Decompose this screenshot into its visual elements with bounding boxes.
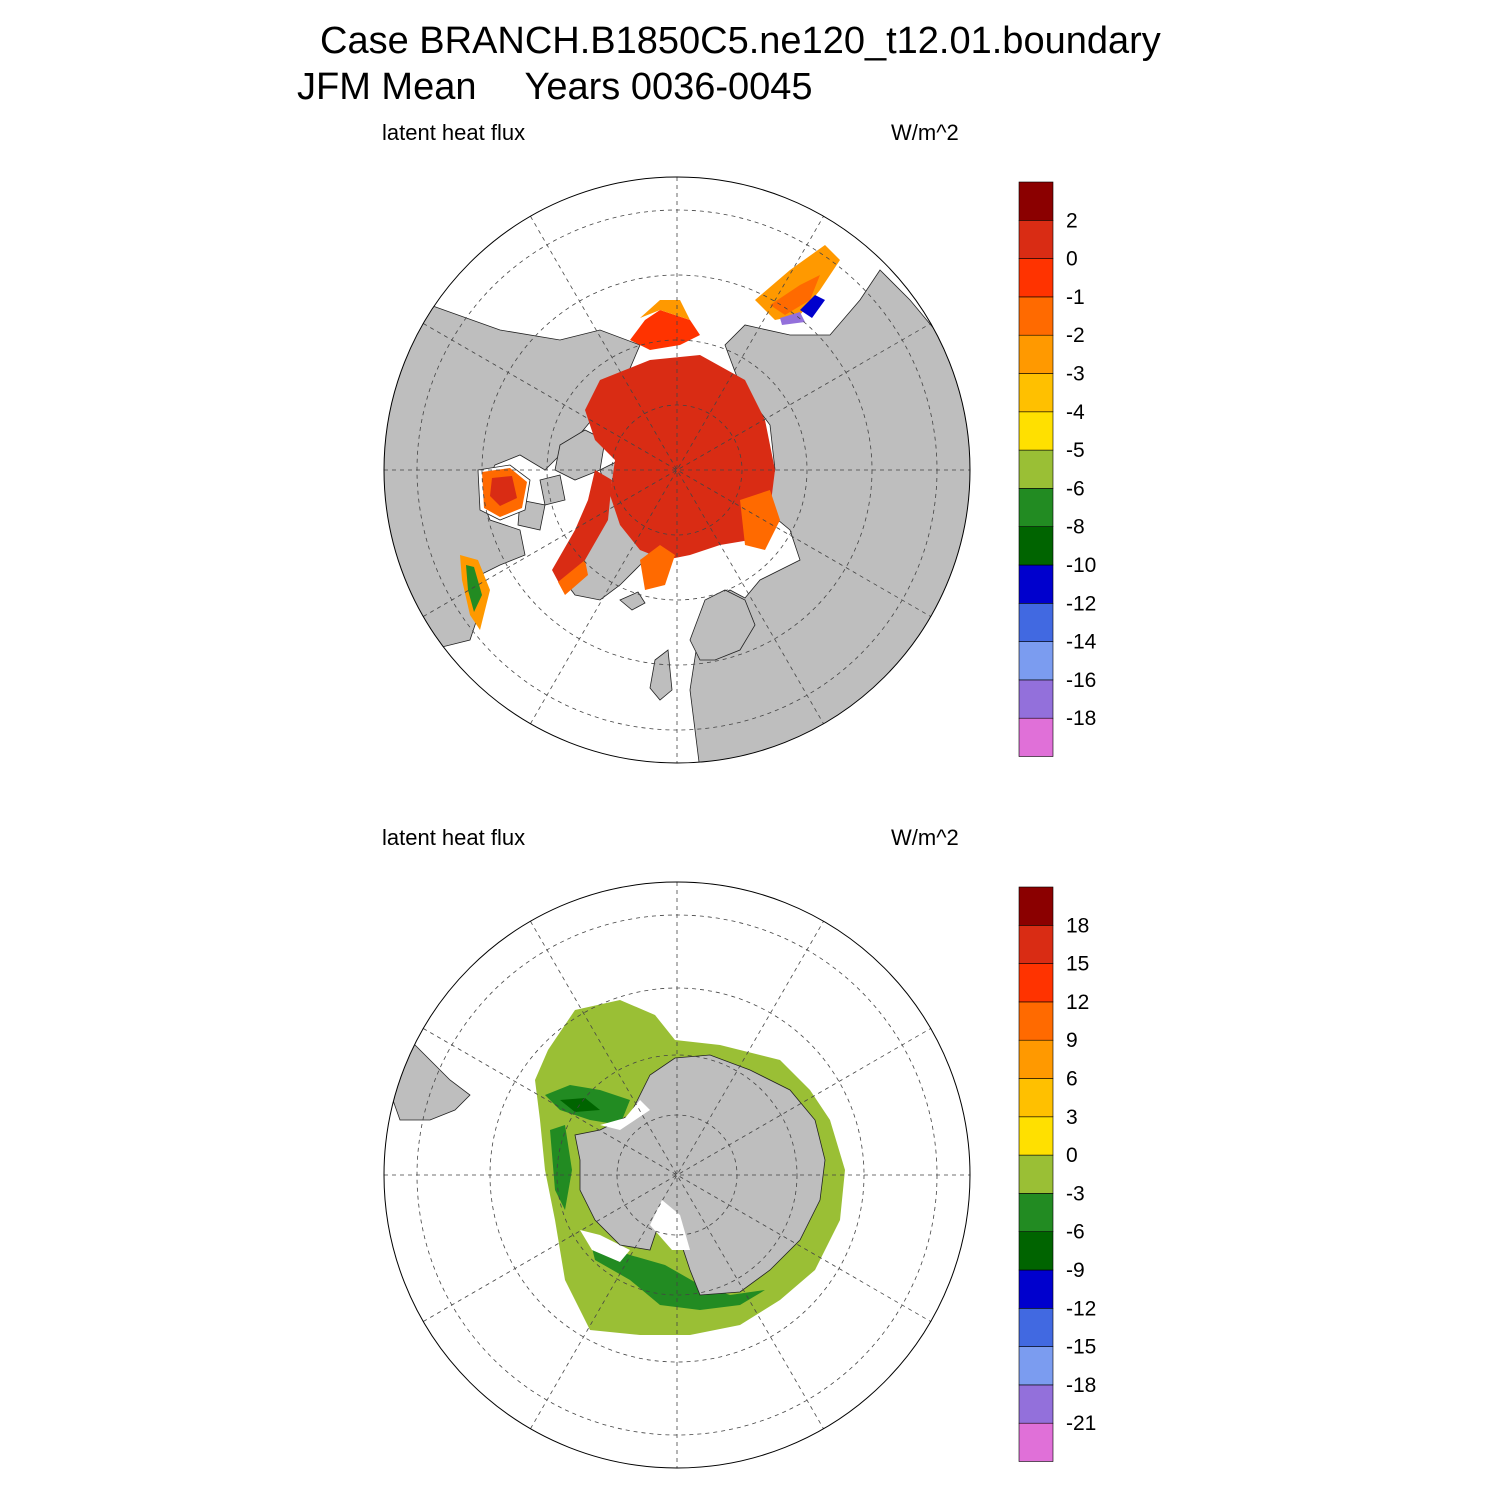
north-colorbar-tick-label: -3	[1066, 363, 1085, 386]
panel2-units-label: W/m^2	[891, 825, 959, 850]
north-colorbar-tick-label: -16	[1066, 669, 1096, 692]
season-label: JFM Mean	[297, 66, 477, 108]
south-colorbar-tick-label: 12	[1066, 991, 1089, 1014]
north-graticule	[384, 177, 970, 763]
south-map-border	[383, 881, 971, 1469]
south-colorbar-tick-label: 18	[1066, 914, 1089, 937]
south-colorbar-swatch	[1018, 1384, 1054, 1424]
panel1-units-label: W/m^2	[891, 120, 959, 145]
south-colorbar-swatch	[1018, 1308, 1054, 1347]
south-colorbar-tick-label: 9	[1066, 1029, 1078, 1052]
south-colorbar-swatch	[1018, 1422, 1054, 1462]
south-colorbar-tick-label: 0	[1066, 1144, 1078, 1167]
south-colorbar-swatch	[1018, 1116, 1054, 1156]
south-colorbar-tick-label: -15	[1066, 1336, 1096, 1359]
south-colorbar-swatch	[1018, 1346, 1054, 1386]
north-colorbar-swatch	[1018, 717, 1054, 757]
south-colorbar-tick-label: -18	[1066, 1374, 1096, 1397]
north-colorbar-tick-label: -12	[1066, 592, 1096, 615]
north-colorbar-swatch	[1018, 373, 1054, 413]
north-colorbar-swatch	[1018, 488, 1054, 527]
north-polar-map	[383, 176, 971, 764]
north-colorbar-swatch	[1018, 449, 1054, 489]
north-colorbar-swatch	[1018, 334, 1054, 374]
north-map-border	[383, 176, 971, 764]
south-colorbar-swatch	[1018, 1269, 1054, 1309]
panel2-variable-label: latent heat flux	[382, 825, 526, 850]
north-colorbar-tick-label: -4	[1066, 401, 1085, 424]
south-colorbar-swatch	[1018, 886, 1054, 926]
north-colorbar-tick-label: 2	[1066, 209, 1078, 232]
north-colorbar-tick-label: -1	[1066, 286, 1085, 309]
south-colorbar-swatch	[1018, 1231, 1054, 1271]
south-colorbar-swatch	[1018, 1078, 1054, 1118]
north-colorbar-swatch	[1018, 526, 1054, 566]
north-colorbar-tick-label: -8	[1066, 516, 1085, 539]
south-colorbar-tick-label: 6	[1066, 1068, 1078, 1091]
south-colorbar-swatch	[1018, 1154, 1054, 1194]
south-colorbar-tick-label: 3	[1066, 1106, 1078, 1129]
colorbar-south: -21 -18 -15 -12 -9 -6 -3 0 3 6 9 12 15 18	[1018, 886, 1096, 1462]
south-colorbar-swatch	[1018, 1039, 1054, 1079]
north-colorbar-tick-label: -5	[1066, 439, 1085, 462]
north-colorbar-swatch	[1018, 679, 1054, 719]
north-colorbar-swatch	[1018, 258, 1054, 298]
south-colorbar-tick-label: -9	[1066, 1259, 1085, 1282]
north-colorbar-swatch	[1018, 602, 1054, 642]
north-colorbar-tick-label: -18	[1066, 707, 1096, 730]
north-colorbar-tick-label: -10	[1066, 554, 1096, 577]
north-colorbar-swatch	[1018, 564, 1054, 604]
south-colorbar-swatch	[1018, 924, 1054, 964]
north-colorbar-swatch	[1018, 220, 1054, 259]
north-colorbar-swatch	[1018, 641, 1054, 681]
south-colorbar-swatch	[1018, 1001, 1054, 1041]
south-colorbar-swatch	[1018, 1193, 1054, 1233]
north-colorbar-swatch	[1018, 181, 1054, 221]
north-field	[460, 245, 840, 630]
north-colorbar-tick-label: -14	[1066, 631, 1097, 654]
south-colorbar-tick-label: 15	[1066, 953, 1089, 976]
south-graticule	[384, 882, 970, 1468]
colorbar-north: -18-16-14-12-10-8-6-5-4-3-2-102	[1018, 181, 1097, 757]
years-label: Years 0036-0045	[524, 66, 813, 108]
north-colorbar-swatch	[1018, 411, 1054, 451]
north-colorbar-tick-label: -6	[1066, 477, 1085, 500]
south-colorbar-tick-label: -12	[1066, 1297, 1096, 1320]
south-colorbar-tick-label: -21	[1066, 1412, 1096, 1435]
south-colorbar-tick-label: -3	[1066, 1182, 1085, 1205]
north-colorbar-tick-label: -2	[1066, 324, 1085, 347]
north-colorbar-swatch	[1018, 296, 1054, 336]
south-polar-map	[383, 881, 971, 1469]
south-colorbar-swatch	[1018, 963, 1054, 1003]
north-colorbar-tick-label: 0	[1066, 248, 1078, 271]
chart-title-line2: JFM Mean Years 0036-0045	[297, 66, 813, 109]
south-colorbar-tick-label: -6	[1066, 1221, 1085, 1244]
panel1-variable-label: latent heat flux	[382, 120, 526, 145]
chart-title-line1: Case BRANCH.B1850C5.ne120_t12.01.boundar…	[320, 20, 1161, 62]
